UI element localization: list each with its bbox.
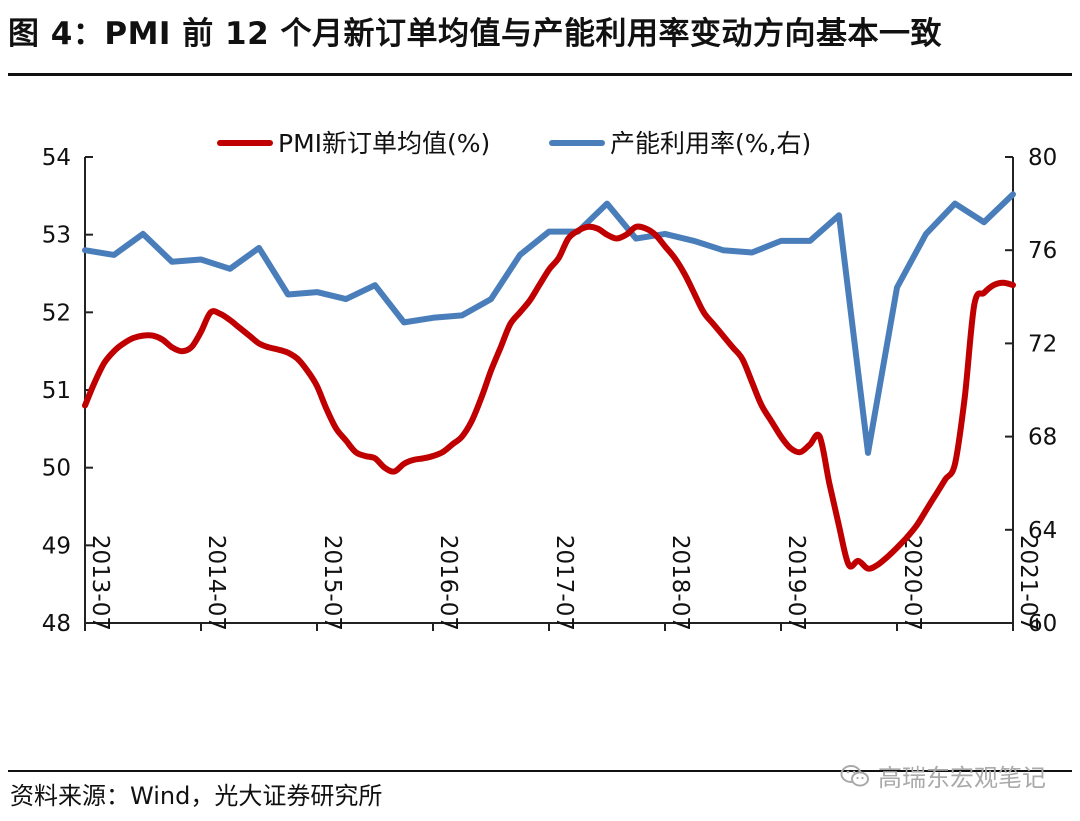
x-tick-label: 2020-07 (899, 535, 925, 631)
left-tick-label: 52 (42, 300, 71, 326)
series-lines (82, 191, 1016, 572)
wechat-icon (840, 764, 869, 786)
left-tick-label: 50 (42, 456, 71, 482)
right-tick-label: 64 (1028, 518, 1057, 544)
x-tick-label: 2021-07 (1015, 535, 1041, 631)
series-line-pmi (82, 223, 1016, 572)
x-tick-label: 2019-07 (783, 535, 809, 631)
right-tick-label: 60 (1028, 611, 1057, 637)
watermark-text: 高瑞东宏观笔记 (878, 764, 1046, 792)
legend: PMI新订单均值(%) 产能利用率(%,右) (217, 129, 811, 158)
left-tick-label: 54 (42, 145, 71, 171)
legend-label-capacity: 产能利用率(%,右) (610, 129, 811, 158)
x-tick-label: 2017-07 (551, 535, 577, 631)
source-note: 资料来源：Wind，光大证券研究所 (10, 782, 383, 810)
left-tick-label: 53 (42, 223, 71, 249)
x-tick-label: 2015-07 (319, 535, 345, 631)
legend-label-pmi: PMI新订单均值(%) (278, 129, 490, 158)
left-tick-label: 48 (42, 611, 71, 637)
x-tick-label: 2013-07 (87, 535, 113, 631)
x-tick-label: 2014-07 (203, 535, 229, 631)
watermark: 高瑞东宏观笔记 (840, 758, 1046, 793)
chart-title: 图 4：PMI 前 12 个月新订单均值与产能利用率变动方向基本一致 (8, 16, 942, 52)
series-line-capacity (82, 191, 1016, 456)
right-axis-ticks: 60 64 68 72 76 80 (1005, 145, 1057, 637)
left-tick-label: 51 (42, 378, 71, 404)
right-tick-label: 76 (1028, 238, 1057, 264)
x-tick-label: 2018-07 (667, 535, 693, 631)
footer-divider (8, 770, 1072, 772)
right-tick-label: 72 (1028, 331, 1057, 357)
left-tick-label: 49 (42, 533, 71, 559)
line-chart: PMI新订单均值(%) 产能利用率(%,右) 48 49 50 51 52 53 54 60… (42, 129, 1058, 637)
right-tick-label: 80 (1028, 145, 1057, 171)
x-tick-label: 2016-07 (435, 535, 461, 631)
right-tick-label: 68 (1028, 425, 1057, 451)
x-axis-ticks: 2013-07 2014-07 2015-07 2016-07 2017-07 2018-… (84, 535, 1041, 631)
left-axis-ticks: 48 49 50 51 52 53 54 (42, 145, 93, 637)
title-divider (8, 73, 1072, 76)
